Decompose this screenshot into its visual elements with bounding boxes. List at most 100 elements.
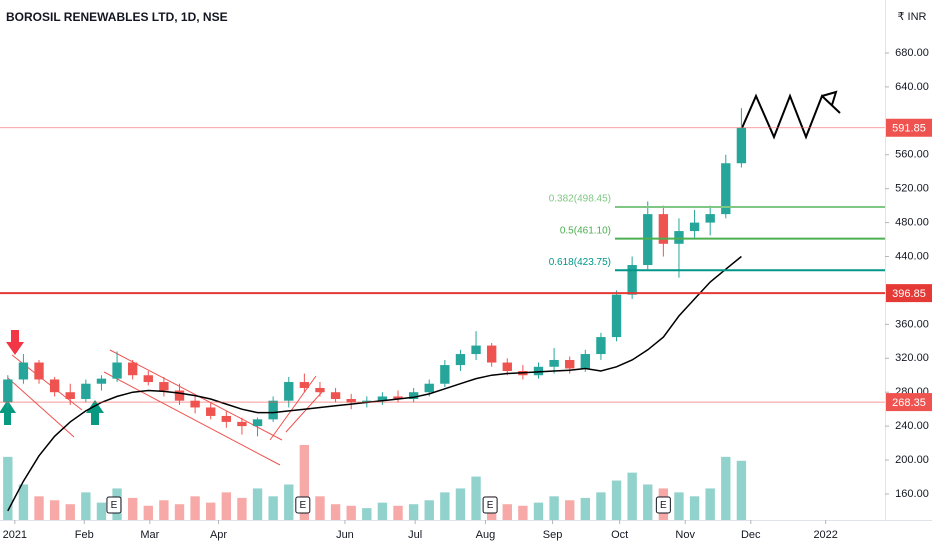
candle-body bbox=[471, 345, 481, 355]
candle-body bbox=[299, 382, 310, 388]
y-tick-label: 200.00 bbox=[895, 454, 929, 466]
volume-bar bbox=[408, 504, 419, 520]
x-tick-label: Mar bbox=[140, 529, 159, 541]
volume-bar bbox=[565, 500, 575, 520]
candle-body bbox=[408, 392, 419, 399]
y-tick-label: 320.00 bbox=[895, 352, 929, 364]
down-arrow bbox=[6, 330, 24, 355]
candle-body bbox=[252, 419, 263, 427]
candle-body bbox=[486, 345, 497, 363]
volume-bar bbox=[252, 488, 263, 520]
volume-bar bbox=[3, 456, 13, 520]
candle-body bbox=[721, 163, 731, 215]
volume-bar bbox=[190, 496, 200, 520]
y-tick-label: 640.00 bbox=[895, 81, 929, 93]
volume-bar bbox=[502, 504, 512, 520]
candle-body bbox=[455, 354, 466, 366]
volume-bar bbox=[49, 500, 60, 520]
candle-body bbox=[658, 214, 669, 244]
volume-bar bbox=[705, 488, 715, 520]
volume-bar bbox=[362, 508, 372, 520]
earnings-label: E bbox=[660, 500, 667, 511]
x-tick-label: Dec bbox=[741, 529, 761, 541]
candle-body bbox=[627, 265, 637, 295]
channel-line bbox=[285, 391, 323, 433]
y-tick-label: 560.00 bbox=[895, 149, 929, 161]
volume-bar bbox=[81, 492, 91, 520]
volume-bar bbox=[643, 484, 653, 520]
volume-bar bbox=[471, 476, 481, 520]
x-tick-label: Jul bbox=[408, 529, 422, 541]
candle-body bbox=[237, 421, 247, 427]
candle-body bbox=[611, 294, 622, 338]
candle-body bbox=[736, 127, 747, 164]
volume-bar bbox=[237, 497, 247, 520]
channel-line bbox=[103, 371, 281, 466]
fib-label: 0.618(423.75) bbox=[549, 257, 611, 268]
candle-body bbox=[221, 415, 232, 422]
volume-bar bbox=[346, 505, 356, 520]
candle-body bbox=[159, 382, 169, 391]
x-tick-label: Oct bbox=[611, 529, 628, 541]
candle-body bbox=[18, 362, 29, 380]
candle-body bbox=[96, 378, 107, 384]
candle-body bbox=[284, 382, 294, 401]
candle-body bbox=[127, 362, 138, 376]
volume-bar bbox=[206, 502, 216, 520]
volume-bar bbox=[284, 484, 294, 520]
volume-bar bbox=[721, 456, 731, 520]
volume-bar bbox=[736, 460, 747, 520]
candle-body bbox=[143, 375, 153, 383]
x-tick-label: Apr bbox=[210, 529, 227, 541]
volume-bar bbox=[580, 497, 590, 520]
candle-body bbox=[549, 359, 559, 367]
candle-body bbox=[346, 398, 356, 403]
y-tick-label: 360.00 bbox=[895, 318, 929, 330]
y-tick-label: 160.00 bbox=[895, 488, 929, 500]
earnings-marker bbox=[655, 496, 671, 514]
candle-body bbox=[502, 362, 512, 372]
x-tick-label: Sep bbox=[543, 529, 563, 541]
moving-average bbox=[7, 255, 742, 512]
earnings-label: E bbox=[487, 500, 494, 511]
volume-bar bbox=[34, 496, 44, 520]
candle-body bbox=[377, 396, 388, 401]
fib-label: 0.382(498.45) bbox=[549, 194, 611, 205]
y-tick-label: 680.00 bbox=[895, 47, 929, 59]
volume-bar bbox=[689, 496, 700, 520]
price-tag bbox=[886, 284, 932, 303]
candle-body bbox=[674, 231, 684, 244]
x-tick-label: Aug bbox=[476, 529, 496, 541]
volume-bar bbox=[143, 505, 153, 520]
volume-bar bbox=[299, 445, 310, 520]
candle-body bbox=[268, 400, 278, 420]
y-tick-label: 240.00 bbox=[895, 420, 929, 432]
volume-bar bbox=[627, 472, 637, 520]
x-tick-label: Feb bbox=[75, 529, 94, 541]
volume-bar bbox=[268, 496, 278, 520]
candle-body bbox=[330, 392, 341, 399]
volume-bar bbox=[549, 496, 559, 520]
earnings-label: E bbox=[111, 500, 118, 511]
volume-bar bbox=[159, 500, 169, 520]
y-tick-label: 480.00 bbox=[895, 217, 929, 229]
volume-bar bbox=[596, 492, 606, 520]
price-tag-label: 396.85 bbox=[892, 288, 926, 300]
candle-body bbox=[34, 362, 44, 380]
candle-body bbox=[565, 359, 575, 369]
volume-bar bbox=[127, 497, 138, 520]
volume-bar bbox=[518, 505, 528, 520]
channel-line bbox=[7, 377, 75, 438]
x-tick-label: 2021 bbox=[3, 529, 27, 541]
volume-bar bbox=[424, 500, 434, 520]
candle-body bbox=[174, 390, 185, 401]
candle-body bbox=[65, 392, 75, 399]
candle-body bbox=[206, 407, 216, 416]
x-tick-label: 2022 bbox=[813, 529, 837, 541]
price-tag-label: 268.35 bbox=[892, 397, 926, 409]
candle-body bbox=[689, 222, 700, 232]
volume-bar bbox=[315, 496, 325, 520]
volume-bar bbox=[611, 480, 622, 520]
candle-body bbox=[424, 383, 434, 393]
earnings-label: E bbox=[299, 500, 306, 511]
